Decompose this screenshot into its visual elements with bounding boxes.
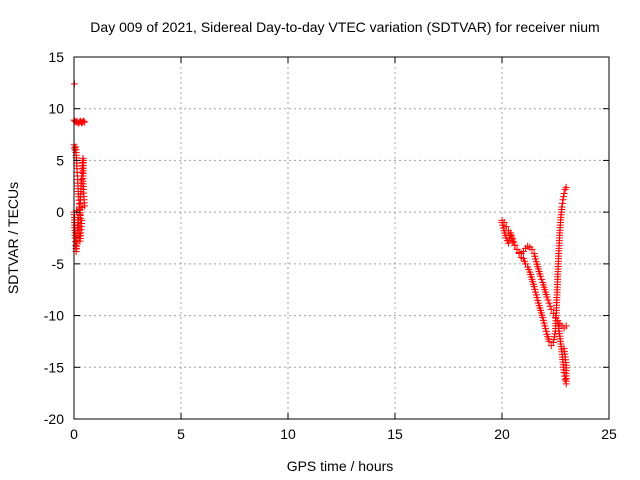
data-point: [550, 336, 558, 344]
grid: [74, 57, 609, 419]
data-point: [507, 231, 515, 239]
chart-title: Day 009 of 2021, Sidereal Day-to-day VTE…: [90, 19, 599, 35]
x-tick-label: 10: [280, 426, 296, 442]
data-point: [528, 245, 536, 253]
y-tick-label: 5: [56, 152, 64, 168]
x-tick-label: 20: [494, 426, 510, 442]
data-point: [558, 199, 566, 207]
data-point: [559, 196, 567, 204]
data-point: [545, 337, 553, 345]
series-cluster-b-lower: [498, 183, 570, 350]
series-cluster-a-upper: [70, 116, 89, 127]
x-tick-label: 15: [387, 426, 403, 442]
y-tick-label: -15: [44, 359, 64, 375]
data-point: [80, 117, 88, 125]
data-point: [549, 310, 557, 318]
data-point: [545, 299, 553, 307]
x-axis-label: GPS time / hours: [287, 458, 394, 474]
data-point: [561, 376, 569, 384]
data-point: [510, 238, 518, 246]
axis-ticks: 0 5 10 15 20 25 -20 -15 -10 -5 0 5 10 15: [44, 49, 617, 442]
series-cluster-b-upper: [498, 216, 570, 332]
data-point: [500, 218, 508, 226]
data-point: [537, 272, 545, 280]
data-point: [560, 190, 568, 198]
data-points: [70, 80, 570, 388]
data-point: [81, 118, 89, 126]
y-axis-label: SDTVAR / TECUs: [5, 182, 21, 294]
data-point: [504, 227, 512, 235]
y-tick-label: -10: [44, 308, 64, 324]
x-tick-label: 25: [601, 426, 617, 442]
data-point: [562, 322, 570, 330]
x-tick-label: 5: [177, 426, 185, 442]
x-tick-label: 0: [70, 426, 78, 442]
data-point: [560, 345, 568, 353]
data-point: [508, 234, 516, 242]
data-point: [544, 296, 552, 304]
data-point: [538, 275, 546, 283]
y-tick-label: 10: [48, 101, 64, 117]
data-point: [511, 241, 519, 249]
data-point: [558, 203, 566, 211]
y-tick-label: -5: [52, 256, 65, 272]
data-point: [546, 302, 554, 310]
data-point: [549, 338, 557, 346]
series-cluster-b-tail: [554, 317, 570, 388]
plot-frame: [73, 56, 610, 420]
data-point: [547, 305, 555, 313]
data-point: [509, 237, 517, 245]
y-tick-label: 0: [56, 204, 64, 220]
data-point: [562, 183, 570, 191]
data-point: [78, 216, 86, 224]
y-tick-label: 15: [48, 49, 64, 65]
y-tick-label: -20: [44, 411, 64, 427]
data-point: [550, 333, 558, 341]
series-cluster-a-main: [70, 141, 89, 255]
data-point: [560, 193, 568, 201]
data-point: [502, 223, 510, 231]
data-point: [543, 293, 551, 301]
